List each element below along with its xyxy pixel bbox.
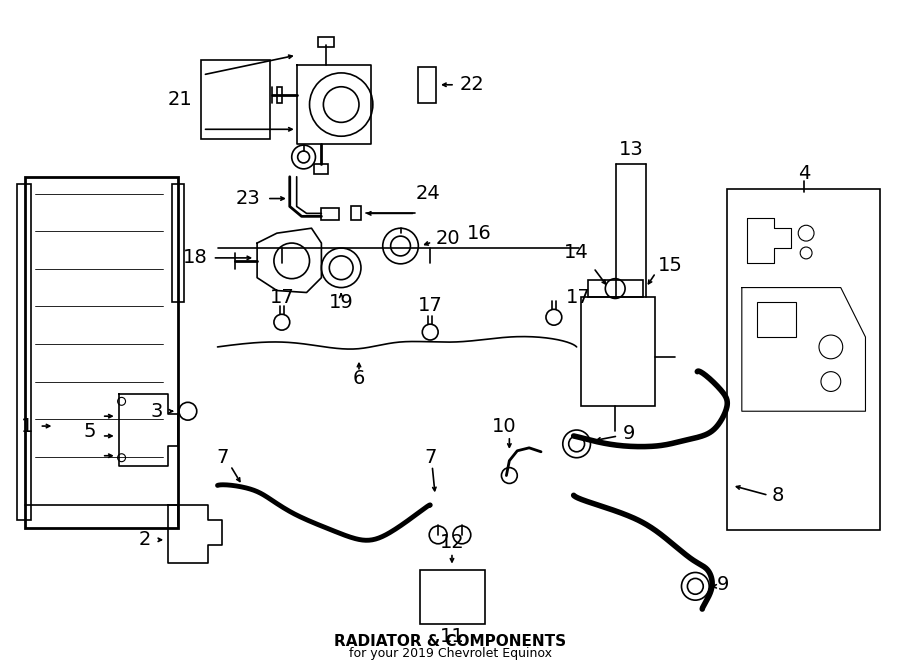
Text: 17: 17 <box>418 296 443 315</box>
Text: 23: 23 <box>235 189 260 208</box>
Text: for your 2019 Chevrolet Equinox: for your 2019 Chevrolet Equinox <box>348 647 552 660</box>
Text: 7: 7 <box>216 448 229 467</box>
Text: 11: 11 <box>439 627 464 646</box>
Text: 2: 2 <box>139 530 151 549</box>
Text: 12: 12 <box>439 533 464 553</box>
Text: 5: 5 <box>84 422 96 440</box>
Text: 3: 3 <box>150 402 163 420</box>
Text: 15: 15 <box>658 256 682 276</box>
Text: 20: 20 <box>436 229 460 248</box>
Text: 18: 18 <box>183 249 208 268</box>
Text: 21: 21 <box>168 90 193 109</box>
Text: 17: 17 <box>566 288 590 307</box>
Bar <box>757 303 796 337</box>
Text: 19: 19 <box>328 293 354 312</box>
Text: 8: 8 <box>771 486 784 505</box>
Bar <box>727 188 880 530</box>
Text: 24: 24 <box>416 184 440 203</box>
Text: 9: 9 <box>623 424 635 444</box>
Bar <box>277 87 282 102</box>
Text: 7: 7 <box>424 448 436 467</box>
Bar <box>589 280 643 297</box>
Bar <box>172 184 184 303</box>
Text: RADIATOR & COMPONENTS: RADIATOR & COMPONENTS <box>334 634 566 649</box>
Bar <box>319 37 334 47</box>
Bar <box>201 60 270 139</box>
Bar <box>314 164 328 174</box>
Bar <box>351 206 361 220</box>
Text: 4: 4 <box>798 165 810 183</box>
Text: 13: 13 <box>618 139 644 159</box>
Bar <box>17 184 31 520</box>
Bar <box>418 67 436 102</box>
Text: 17: 17 <box>269 288 294 307</box>
Text: 14: 14 <box>563 243 589 262</box>
Bar <box>580 297 655 407</box>
Text: 1: 1 <box>21 416 32 436</box>
Text: 16: 16 <box>467 223 492 243</box>
Text: 10: 10 <box>492 416 517 436</box>
Text: 6: 6 <box>353 369 365 388</box>
Bar <box>24 176 178 528</box>
Text: 22: 22 <box>460 75 484 95</box>
Bar <box>420 570 484 624</box>
Text: 9: 9 <box>717 575 730 594</box>
Bar <box>321 208 339 220</box>
